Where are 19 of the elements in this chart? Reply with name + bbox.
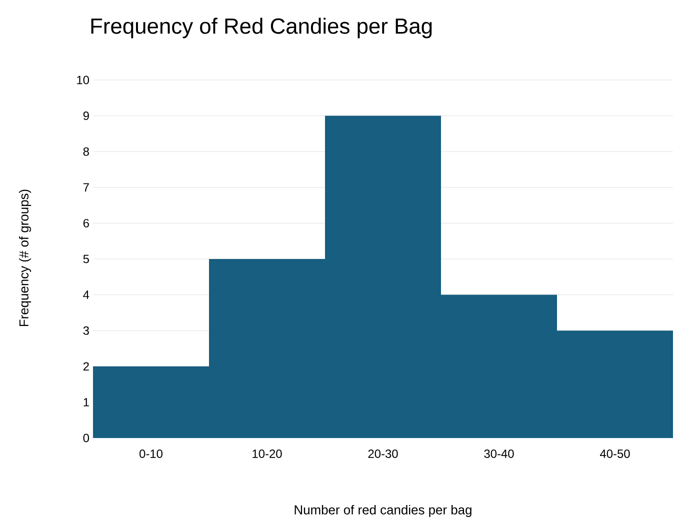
y-tick-label: 6 xyxy=(83,218,89,228)
x-axis-title: Number of red candies per bag xyxy=(294,504,472,518)
y-tick-label: 10 xyxy=(77,76,90,84)
x-tick-label: 30-40 xyxy=(484,450,514,458)
x-tick-label: 10-20 xyxy=(252,450,282,458)
y-tick-label: 1 xyxy=(84,398,89,406)
x-tick-label: 0-10 xyxy=(140,450,163,458)
y-tick-label: 2 xyxy=(83,362,89,371)
x-tick-label: 20-30 xyxy=(368,450,398,458)
y-tick-label: 9 xyxy=(83,112,89,120)
y-tick-label: 7 xyxy=(83,183,89,192)
y-tick-label: 3 xyxy=(83,326,89,335)
y-tick-label: 4 xyxy=(83,290,90,299)
y-axis-title: Frequency (# of groups) xyxy=(18,190,32,326)
y-tick-label: 0 xyxy=(83,434,90,442)
y-tick-label: 8 xyxy=(83,147,89,156)
x-tick-label: 40-50 xyxy=(600,450,630,458)
chart-title: Frequency of Red Candies per Bag xyxy=(91,18,432,38)
y-tick-label: 5 xyxy=(83,254,89,264)
